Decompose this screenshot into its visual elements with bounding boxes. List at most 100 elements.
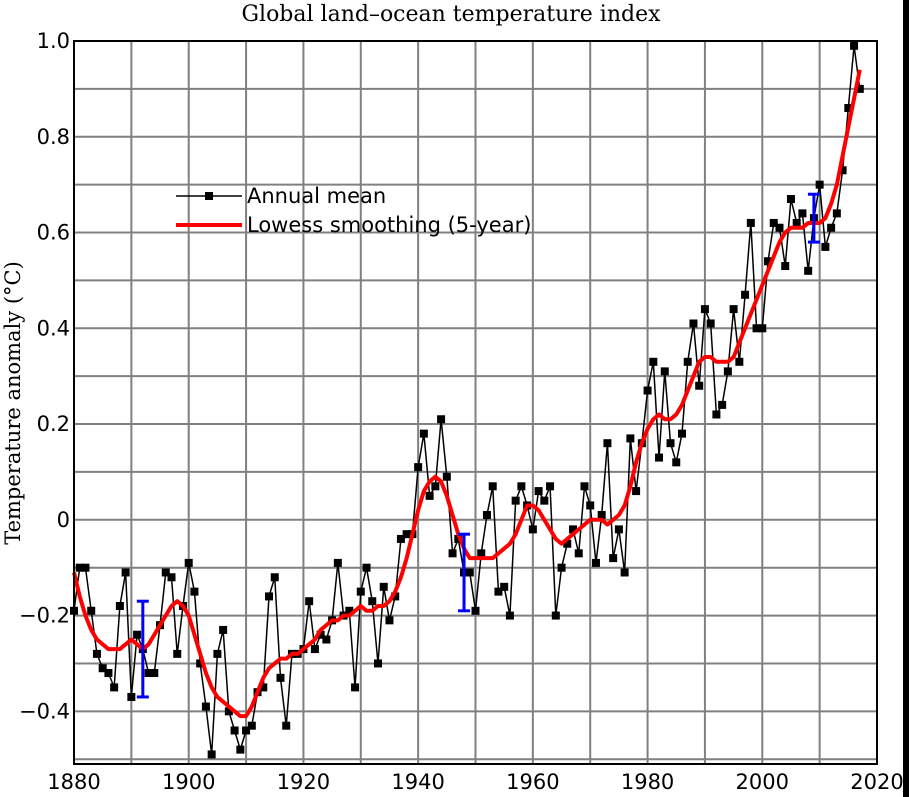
- annual-mean-point: [356, 587, 365, 596]
- annual-mean-point: [729, 305, 738, 314]
- annual-mean-point: [838, 166, 847, 175]
- annual-mean-point: [603, 439, 612, 448]
- annual-mean-point: [775, 223, 784, 232]
- annual-mean-point: [563, 539, 572, 548]
- annual-mean-point: [649, 357, 658, 366]
- annual-mean-point: [609, 554, 618, 563]
- annual-mean-point: [224, 707, 233, 716]
- annual-mean-point: [718, 400, 727, 409]
- annual-mean-point: [752, 324, 761, 333]
- annual-mean-point: [316, 630, 325, 639]
- annual-mean-point: [695, 381, 704, 390]
- annual-mean-point: [196, 659, 205, 668]
- annual-mean-point: [735, 357, 744, 366]
- annual-mean-point: [385, 616, 394, 625]
- ticks: 1880 1900 1920 1940 1960 1980 2000 2020 −0.4 −0.2…: [19, 29, 904, 794]
- annual-mean-point: [505, 611, 514, 620]
- annual-mean-point: [121, 568, 130, 577]
- annual-mean-point: [230, 726, 239, 735]
- annual-mean-point: [574, 549, 583, 558]
- annual-mean-point: [161, 568, 170, 577]
- y-tick-label: 0.6: [37, 221, 70, 245]
- annual-mean-point: [144, 669, 153, 678]
- annual-mean-point: [844, 104, 853, 113]
- annual-mean-point: [666, 439, 675, 448]
- annual-mean-point: [769, 218, 778, 227]
- annual-mean-point: [597, 511, 606, 520]
- annual-mean-point: [133, 630, 142, 639]
- legend-annual-marker: [205, 192, 213, 200]
- annual-mean-point: [660, 367, 669, 376]
- annual-mean-point: [500, 582, 509, 591]
- annual-mean-point: [259, 683, 268, 692]
- annual-mean-point: [310, 645, 319, 654]
- annual-mean-point: [546, 482, 555, 491]
- annual-mean-point: [792, 218, 801, 227]
- y-tick-label: 0.4: [37, 316, 70, 340]
- y-tick-label: 0: [57, 508, 70, 532]
- annual-mean-point: [821, 242, 830, 251]
- annual-mean-point: [87, 606, 96, 615]
- annual-mean-point: [741, 290, 750, 299]
- annual-mean-point: [419, 429, 428, 438]
- y-tick-label: −0.4: [19, 699, 70, 723]
- x-tick-label: 1920: [277, 770, 330, 794]
- x-tick-label: 1980: [621, 770, 674, 794]
- annual-mean-point: [81, 563, 90, 572]
- x-tick-label: 2020: [850, 770, 903, 794]
- annual-mean-point: [494, 587, 503, 596]
- annual-mean-point: [712, 410, 721, 419]
- annual-mean-point: [442, 472, 451, 481]
- x-tick-label: 2000: [736, 770, 789, 794]
- annual-mean-point: [437, 415, 446, 424]
- annual-mean-point: [236, 745, 245, 754]
- annual-mean-point: [569, 525, 578, 534]
- annual-mean-point: [276, 673, 285, 682]
- y-tick-label: −0.2: [19, 604, 70, 628]
- annual-mean-point: [115, 601, 124, 610]
- annual-mean-point: [305, 597, 314, 606]
- annual-mean-point: [219, 625, 228, 634]
- annual-mean-point: [620, 568, 629, 577]
- x-tick-label: 1940: [391, 770, 444, 794]
- annual-mean-point: [614, 525, 623, 534]
- annual-mean-point: [333, 558, 342, 567]
- y-tick-label: 0.8: [37, 125, 70, 149]
- annual-mean-point: [265, 592, 274, 601]
- annual-mean-point: [781, 262, 790, 271]
- annual-mean-point: [213, 649, 222, 658]
- annual-mean-point: [586, 501, 595, 510]
- annual-mean-point: [471, 606, 480, 615]
- annual-mean-point: [591, 558, 600, 567]
- annual-mean-point: [396, 534, 405, 543]
- y-tick-label: 1.0: [37, 29, 70, 53]
- annual-mean-point: [551, 611, 560, 620]
- error-bar: [458, 532, 471, 613]
- annual-mean-point: [528, 525, 537, 534]
- annual-mean-point: [683, 357, 692, 366]
- annual-mean-point: [723, 367, 732, 376]
- annual-mean-point: [75, 563, 84, 572]
- annual-mean-point: [700, 305, 709, 314]
- annual-mean-point: [832, 209, 841, 218]
- annual-mean-point: [643, 386, 652, 395]
- annual-mean-point: [632, 487, 641, 496]
- annual-mean-point: [706, 319, 715, 328]
- annual-mean-point: [758, 324, 767, 333]
- annual-mean-point: [150, 669, 159, 678]
- annual-mean-point: [540, 496, 549, 505]
- y-axis-label: Temperature anomaly (°C): [1, 261, 25, 545]
- lowess-smoothing-line: [72, 69, 862, 719]
- error-bar: [807, 192, 820, 244]
- annual-mean-point: [488, 482, 497, 491]
- series: [70, 41, 864, 759]
- annual-mean-point: [798, 209, 807, 218]
- plot-frame: [73, 40, 878, 765]
- annual-mean-point: [580, 482, 589, 491]
- annual-mean-point: [557, 563, 566, 572]
- error-bar: [136, 599, 149, 699]
- annual-mean-point: [184, 558, 193, 567]
- annual-mean-point: [98, 664, 107, 673]
- annual-mean-point: [465, 568, 474, 577]
